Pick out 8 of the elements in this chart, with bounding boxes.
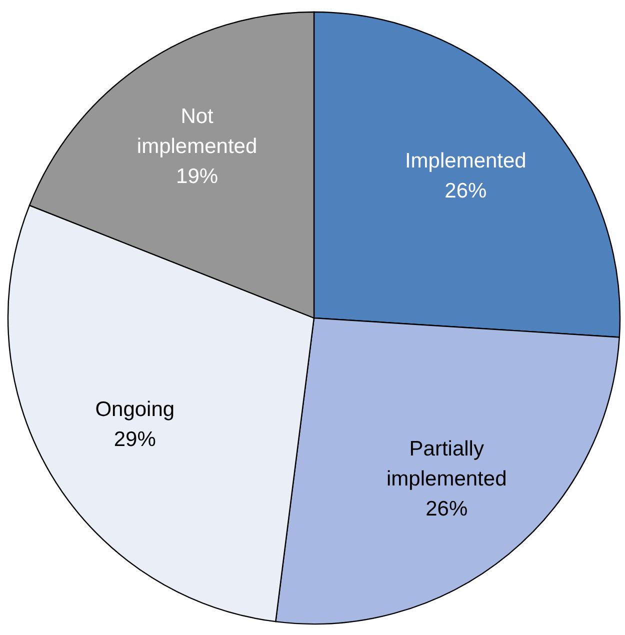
data-label: 26% (426, 496, 468, 520)
slice-label: Ongoing (95, 397, 175, 420)
slice-label: Implemented (404, 149, 526, 172)
slice-label: Partially implemented (386, 436, 507, 490)
data-label: 19% (176, 164, 218, 188)
data-label: 26% (444, 179, 487, 202)
slice-label: Not implemented (136, 104, 258, 158)
data-label: 29% (114, 427, 156, 450)
